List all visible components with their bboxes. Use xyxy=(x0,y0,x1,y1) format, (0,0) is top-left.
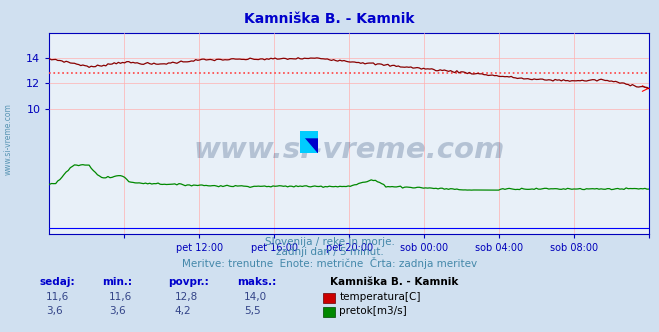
Text: sedaj:: sedaj: xyxy=(40,277,75,287)
Text: Slovenija / reke in morje.: Slovenija / reke in morje. xyxy=(264,237,395,247)
Text: 11,6: 11,6 xyxy=(46,292,69,302)
Text: zadnji dan / 5 minut.: zadnji dan / 5 minut. xyxy=(275,247,384,257)
Polygon shape xyxy=(300,131,318,153)
Text: Meritve: trenutne  Enote: metrične  Črta: zadnja meritev: Meritve: trenutne Enote: metrične Črta: … xyxy=(182,257,477,269)
Text: 12,8: 12,8 xyxy=(175,292,198,302)
Text: 3,6: 3,6 xyxy=(46,306,63,316)
Text: 14,0: 14,0 xyxy=(244,292,267,302)
Text: Kamniška B. - Kamnik: Kamniška B. - Kamnik xyxy=(330,277,458,287)
Text: maks.:: maks.: xyxy=(237,277,277,287)
Text: povpr.:: povpr.: xyxy=(168,277,209,287)
Text: 11,6: 11,6 xyxy=(109,292,132,302)
Text: pretok[m3/s]: pretok[m3/s] xyxy=(339,306,407,316)
Text: temperatura[C]: temperatura[C] xyxy=(339,292,421,302)
Polygon shape xyxy=(300,131,318,153)
Text: www.si-vreme.com: www.si-vreme.com xyxy=(194,136,505,164)
Text: 3,6: 3,6 xyxy=(109,306,125,316)
Text: 5,5: 5,5 xyxy=(244,306,260,316)
Polygon shape xyxy=(305,137,318,153)
Text: Kamniška B. - Kamnik: Kamniška B. - Kamnik xyxy=(244,12,415,26)
Text: min.:: min.: xyxy=(102,277,132,287)
Polygon shape xyxy=(300,131,318,137)
Text: 4,2: 4,2 xyxy=(175,306,191,316)
Text: www.si-vreme.com: www.si-vreme.com xyxy=(3,104,13,175)
